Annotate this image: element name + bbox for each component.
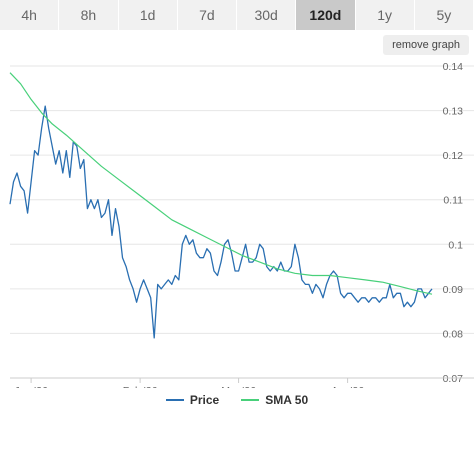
y-tick-label: 0.1 [448,239,463,251]
x-tick-label: Mar '26 [221,385,256,388]
legend-item-sma[interactable]: SMA 50 [241,393,308,407]
tab-1d[interactable]: 1d [118,0,178,30]
y-tick-label: 0.12 [443,150,464,162]
x-tick-label: Apr '26 [331,385,364,388]
sma-series-line [9,72,433,295]
y-tick-label: 0.14 [443,61,464,73]
sma-line-swatch [241,399,260,401]
tab-1y[interactable]: 1y [355,0,415,30]
tab-120d[interactable]: 120d [296,0,356,30]
x-tick-label: Feb '26 [123,385,158,388]
remove-graph-button[interactable]: remove graph [383,35,469,55]
y-tick-label: 0.08 [443,328,464,340]
price-chart: 0.14 0.13 0.12 0.11 0.1 0.09 0.08 0.07 Jan '26 Fe… [9,61,474,388]
legend-label-sma: SMA 50 [265,393,309,407]
timeframe-tabs: 4h 8h 1d 7d 30d 120d 1y 5y [0,0,474,30]
tab-7d[interactable]: 7d [177,0,237,30]
y-tick-label: 0.09 [443,284,464,296]
legend-item-price[interactable]: Price [165,393,220,407]
chart-legend: Price SMA 50 [0,393,474,407]
y-tick-label: 0.13 [443,106,464,118]
price-line-swatch [165,399,184,401]
x-tick-label: Jan '26 [14,385,48,388]
tab-4h[interactable]: 4h [0,0,60,30]
tab-5y[interactable]: 5y [414,0,474,30]
legend-label-price: Price [189,393,220,407]
tab-30d[interactable]: 30d [237,0,297,30]
y-tick-label: 0.07 [443,373,464,385]
y-tick-label: 0.11 [443,195,463,207]
price-series-line [9,105,433,339]
tab-8h[interactable]: 8h [59,0,119,30]
